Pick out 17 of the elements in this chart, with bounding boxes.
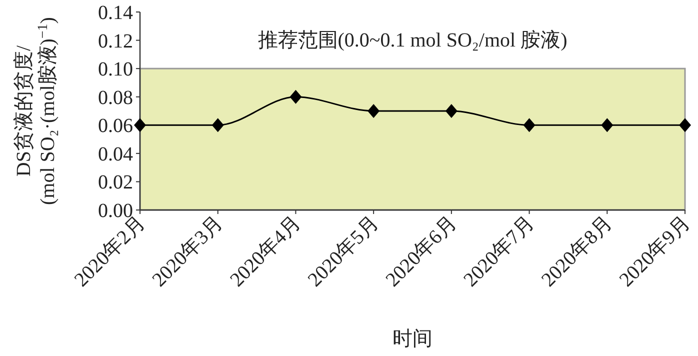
y-tick-label: 0.02 xyxy=(98,172,133,194)
point xyxy=(368,104,380,118)
point xyxy=(212,118,224,132)
y-tick-label: 0.04 xyxy=(98,143,133,166)
point xyxy=(290,90,302,104)
y-tick-label: 0.08 xyxy=(98,86,133,109)
y-tick-label: 0.12 xyxy=(98,30,133,52)
band-label: 推荐范围(0.0~0.1 mol SO₂/mol 胺液) xyxy=(258,30,568,52)
point xyxy=(679,118,691,132)
point xyxy=(523,118,536,132)
y-tick-label: 0.14 xyxy=(98,2,133,24)
point xyxy=(601,118,614,132)
y-tick-label: 0.10 xyxy=(98,58,133,81)
point xyxy=(445,104,458,118)
x-axis-title: 时间 xyxy=(392,328,432,350)
point xyxy=(134,118,146,132)
y-tick-label: 0.06 xyxy=(98,115,133,138)
